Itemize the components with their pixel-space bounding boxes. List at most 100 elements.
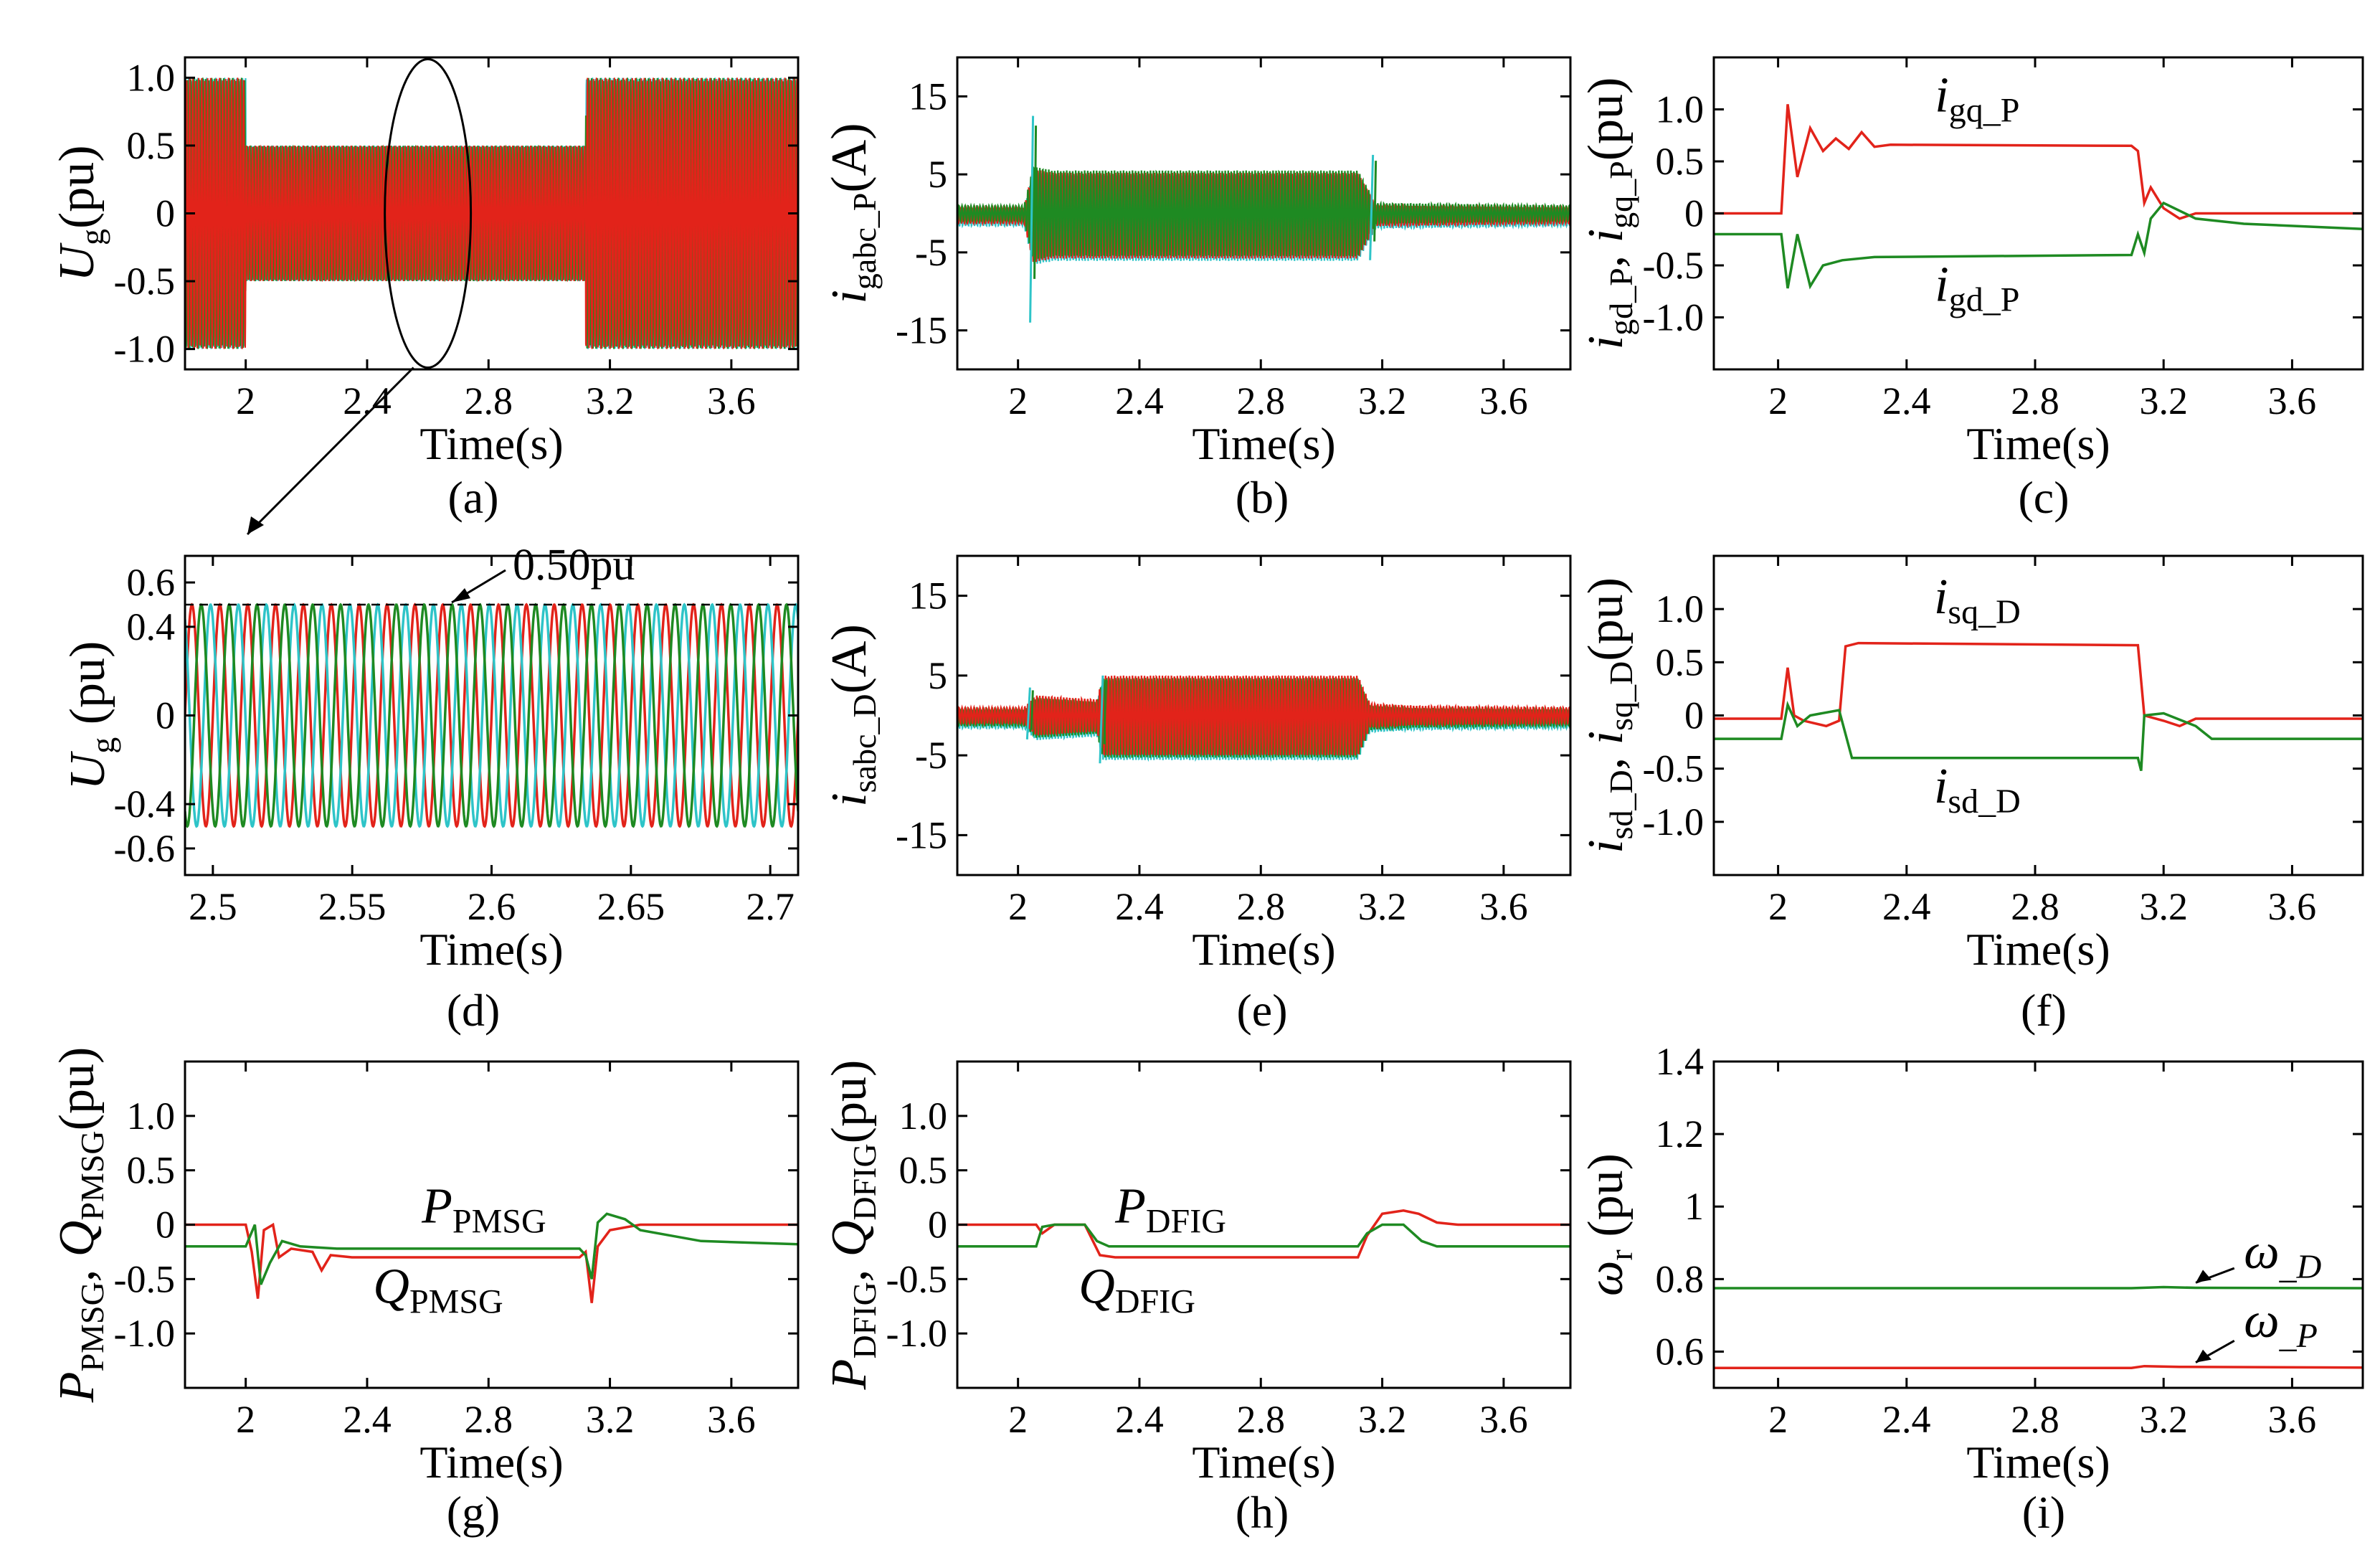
x-tick-label: 2.8: [1237, 1398, 1286, 1441]
series-label: PPMSG: [421, 1178, 546, 1240]
y-tick-label: -0.5: [1643, 244, 1704, 287]
x-tick-label: 2.4: [1115, 379, 1164, 422]
x-axis-label: Time(s): [1192, 924, 1335, 975]
x-axis-label: Time(s): [1966, 418, 2110, 469]
series-label: isd_D: [1934, 759, 2021, 821]
panel-label: (c): [2018, 472, 2069, 523]
reference-label: 0.50pu: [513, 541, 635, 590]
y-tick-label: -5: [915, 231, 947, 274]
transient-spike: [1103, 679, 1107, 744]
series-phase-b: [185, 602, 798, 828]
x-tick-label: 2.7: [746, 885, 795, 928]
plot-area: [957, 1209, 1570, 1259]
y-tick-label: 1.0: [1656, 587, 1705, 630]
x-tick-label: 2: [236, 1398, 255, 1441]
x-tick-label: 2.4: [1882, 885, 1931, 928]
y-tick-label: -15: [896, 309, 947, 352]
panel-b: 2 2.4 2.8 3.2 3.6 15 5 -5 -15 Time(s)(b) igabc_P(A…: [822, 56, 1572, 523]
x-axis-label: Time(s): [1192, 1437, 1335, 1488]
series-i-gq-P: [1714, 104, 2363, 220]
series-i-sd-D: [1714, 700, 2363, 772]
y-tick-label: -0.5: [1643, 747, 1704, 790]
y-tick-label: -0.5: [114, 260, 175, 303]
y-axis-label: Ug(pu): [49, 145, 110, 281]
series-label: isq_D: [1934, 569, 2021, 631]
series-phase-c: [185, 602, 798, 828]
y-tick-label: 1: [1684, 1185, 1704, 1228]
x-axis-label: Time(s): [419, 418, 563, 469]
x-tick-label: 3.2: [2139, 379, 2188, 422]
plot-area: [957, 115, 1570, 323]
x-tick-label: 3.2: [1358, 1398, 1407, 1441]
x-tick-label: 2.8: [2011, 885, 2059, 928]
y-axis-label: igd_P, igq_P(pu): [1578, 77, 1639, 350]
y-tick-label: 15: [909, 75, 947, 118]
series-i-sq-D: [1714, 641, 2363, 728]
x-tick-label: 2.4: [343, 379, 392, 422]
y-axis-label: isd_D, isq_D(pu): [1578, 577, 1639, 854]
series-P-DFIG: [957, 1223, 1570, 1248]
panel-label: (g): [447, 1487, 501, 1538]
x-tick-label: 3.2: [2139, 885, 2188, 928]
y-tick-label: -1.0: [114, 1312, 175, 1355]
series--P: [1714, 1364, 2363, 1369]
x-axis-label: Time(s): [419, 1437, 563, 1488]
series-phase-c: [185, 77, 798, 349]
panel-label: (i): [2022, 1487, 2065, 1538]
x-tick-label: 3.2: [586, 379, 635, 422]
series-phase-a: [185, 602, 798, 828]
x-tick-label: 2.65: [597, 885, 665, 928]
x-tick-label: 3.2: [1358, 379, 1407, 422]
y-tick-label: 0.5: [127, 1149, 176, 1192]
plot-area: [185, 1212, 798, 1303]
arrow-head: [2196, 1270, 2212, 1283]
zoom-arrow: [246, 367, 414, 536]
zoom-ellipse: [384, 58, 473, 369]
plot-frame: [956, 56, 1572, 371]
x-tick-label: 2: [1768, 379, 1788, 422]
y-tick-label: -1.0: [114, 328, 175, 371]
y-tick-label: -0.4: [114, 783, 175, 826]
y-tick-label: 1.0: [127, 56, 176, 99]
plot-area: [1714, 641, 2363, 772]
x-tick-label: 2: [1008, 885, 1028, 928]
transient-spike: [1373, 161, 1378, 242]
series-i-gd-P: [1714, 201, 2363, 290]
arrow-head: [2196, 1349, 2212, 1363]
series-label: igd_P: [1935, 257, 2019, 318]
y-tick-label: -5: [915, 734, 947, 777]
y-axis-label: Ug (pu): [60, 641, 121, 790]
plot-area: [1714, 1285, 2363, 1369]
y-tick-label: 0.5: [1656, 640, 1705, 684]
y-tick-label: 1.2: [1656, 1112, 1705, 1155]
panel-i: 2 2.4 2.8 3.2 3.6 1.4 1.2 1 0.8 0.6 Time(s)(i) ωr (…: [1578, 1040, 2364, 1538]
x-axis-label: Time(s): [1966, 1437, 2110, 1488]
y-tick-label: 0.8: [1656, 1257, 1705, 1300]
panel-g: 2 2.4 2.8 3.2 3.6 1.0 0.5 0 -0.5 -1.0 Time(s)(g) PP…: [49, 1047, 800, 1538]
y-axis-label: isabc_D(A): [822, 624, 883, 807]
panel-label: (d): [447, 985, 501, 1036]
y-axis-label: ωr (pu): [1578, 1153, 1639, 1296]
x-tick-label: 3.2: [586, 1398, 635, 1441]
series-label: ω_D: [2244, 1224, 2321, 1286]
y-tick-label: 0: [156, 192, 175, 235]
y-tick-label: 1.4: [1656, 1040, 1705, 1083]
x-tick-label: 3.2: [2139, 1398, 2188, 1441]
transient-spike: [1030, 690, 1034, 730]
x-tick-label: 2.5: [189, 885, 237, 928]
y-tick-label: 0: [928, 1204, 947, 1247]
x-tick-label: 2.4: [343, 1398, 392, 1441]
y-tick-label: -0.6: [114, 827, 175, 870]
x-axis-label: Time(s): [419, 924, 563, 975]
y-tick-label: 0: [156, 694, 175, 737]
x-tick-label: 3.6: [2268, 379, 2317, 422]
x-tick-label: 2: [236, 379, 255, 422]
x-tick-label: 2.8: [1237, 379, 1286, 422]
y-tick-label: 0.6: [127, 561, 176, 604]
y-tick-label: 0.5: [127, 124, 176, 167]
arrow-head: [247, 516, 264, 534]
panel-label: (b): [1236, 472, 1289, 523]
y-tick-label: -1.0: [1643, 800, 1704, 843]
y-tick-label: 15: [909, 575, 947, 618]
y-tick-label: -1.0: [886, 1312, 947, 1355]
